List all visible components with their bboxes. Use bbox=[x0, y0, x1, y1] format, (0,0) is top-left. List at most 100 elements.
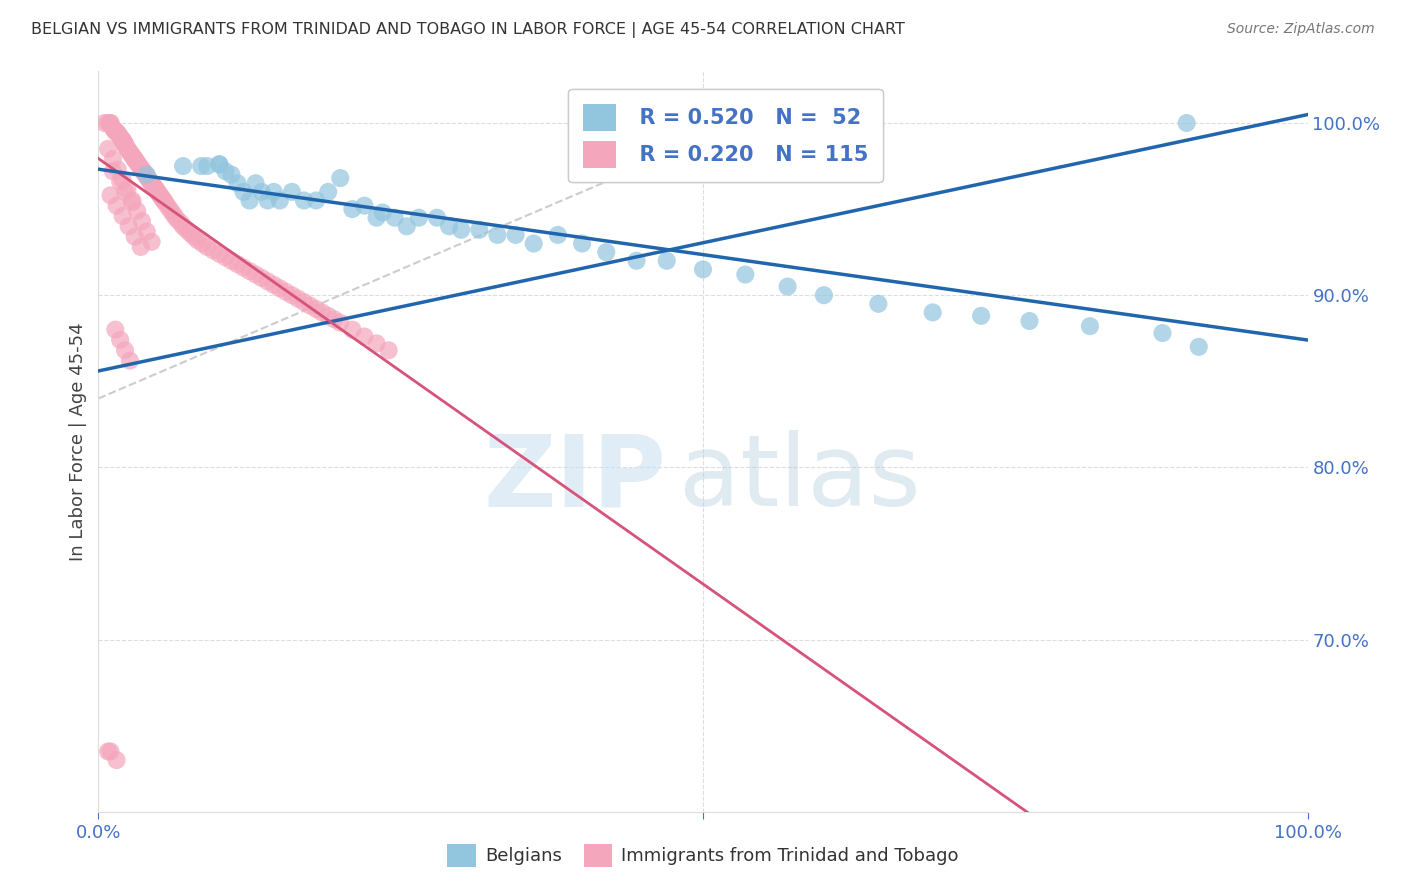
Point bbox=[132, 164, 155, 178]
Point bbox=[305, 301, 328, 316]
Point bbox=[118, 144, 141, 158]
Point bbox=[232, 185, 254, 199]
Point bbox=[371, 205, 394, 219]
Point bbox=[111, 133, 134, 147]
Point bbox=[97, 744, 120, 758]
Point bbox=[114, 343, 136, 358]
Point bbox=[250, 271, 273, 285]
Point bbox=[124, 152, 146, 166]
Point bbox=[655, 253, 678, 268]
Text: BELGIAN VS IMMIGRANTS FROM TRINIDAD AND TOBAGO IN LABOR FORCE | AGE 45-54 CORREL: BELGIAN VS IMMIGRANTS FROM TRINIDAD AND … bbox=[31, 22, 905, 38]
Point bbox=[468, 223, 491, 237]
Point bbox=[1018, 314, 1040, 328]
Point bbox=[107, 162, 129, 177]
Point bbox=[208, 157, 231, 171]
Point bbox=[104, 323, 127, 337]
Point bbox=[97, 142, 120, 156]
Point bbox=[118, 219, 141, 234]
Point bbox=[125, 153, 148, 168]
Point bbox=[100, 188, 122, 202]
Point bbox=[141, 176, 163, 190]
Point bbox=[97, 116, 120, 130]
Point bbox=[160, 205, 183, 219]
Point bbox=[118, 145, 141, 160]
Point bbox=[437, 219, 460, 234]
Point bbox=[776, 279, 799, 293]
Point bbox=[323, 312, 346, 326]
Point bbox=[135, 168, 157, 182]
Point bbox=[142, 178, 165, 192]
Point bbox=[395, 219, 418, 234]
Point bbox=[127, 155, 149, 169]
Point bbox=[547, 227, 569, 242]
Point bbox=[101, 164, 124, 178]
Point bbox=[226, 176, 249, 190]
Point bbox=[111, 209, 134, 223]
Point bbox=[921, 305, 943, 319]
Point bbox=[311, 305, 333, 319]
Point bbox=[128, 159, 150, 173]
Point bbox=[329, 171, 352, 186]
Point bbox=[505, 227, 527, 242]
Point bbox=[104, 125, 127, 139]
Point bbox=[1188, 340, 1211, 354]
Point bbox=[316, 185, 339, 199]
Point bbox=[103, 123, 125, 137]
Point bbox=[114, 185, 136, 199]
Point bbox=[384, 211, 406, 225]
Point bbox=[146, 185, 169, 199]
Point bbox=[734, 268, 756, 282]
Point bbox=[136, 171, 159, 186]
Point bbox=[124, 229, 146, 244]
Point bbox=[214, 164, 236, 178]
Point bbox=[214, 250, 236, 264]
Point bbox=[166, 212, 188, 227]
Point bbox=[292, 194, 315, 208]
Point bbox=[408, 211, 430, 225]
Point bbox=[124, 152, 146, 166]
Point bbox=[135, 168, 157, 182]
Point bbox=[121, 194, 143, 208]
Point bbox=[179, 226, 201, 240]
Point bbox=[108, 128, 131, 142]
Point bbox=[269, 281, 291, 295]
Point bbox=[127, 157, 149, 171]
Point bbox=[450, 223, 472, 237]
Point bbox=[232, 260, 254, 275]
Point bbox=[115, 140, 138, 154]
Point bbox=[107, 126, 129, 140]
Point bbox=[208, 247, 231, 261]
Point bbox=[141, 235, 163, 249]
Text: Source: ZipAtlas.com: Source: ZipAtlas.com bbox=[1227, 22, 1375, 37]
Point bbox=[149, 188, 172, 202]
Point bbox=[100, 116, 122, 130]
Point bbox=[139, 175, 162, 189]
Point bbox=[169, 216, 191, 230]
Point bbox=[112, 135, 135, 149]
Legend: Belgians, Immigrants from Trinidad and Tobago: Belgians, Immigrants from Trinidad and T… bbox=[440, 837, 966, 874]
Point bbox=[93, 116, 115, 130]
Point bbox=[172, 219, 194, 234]
Point bbox=[287, 292, 309, 306]
Point bbox=[245, 176, 267, 190]
Point bbox=[221, 253, 243, 268]
Point bbox=[329, 316, 352, 330]
Point bbox=[366, 211, 388, 225]
Point bbox=[366, 336, 388, 351]
Point bbox=[626, 253, 648, 268]
Point bbox=[486, 227, 509, 242]
Point bbox=[239, 264, 262, 278]
Point bbox=[342, 323, 364, 337]
Point bbox=[111, 173, 134, 187]
Point bbox=[159, 202, 181, 216]
Point bbox=[108, 175, 131, 189]
Point bbox=[970, 309, 993, 323]
Point bbox=[239, 194, 262, 208]
Point bbox=[131, 214, 153, 228]
Point bbox=[316, 309, 339, 323]
Y-axis label: In Labor Force | Age 45-54: In Labor Force | Age 45-54 bbox=[69, 322, 87, 561]
Point bbox=[292, 295, 315, 310]
Point bbox=[1175, 116, 1198, 130]
Point bbox=[163, 209, 186, 223]
Point bbox=[101, 121, 124, 136]
